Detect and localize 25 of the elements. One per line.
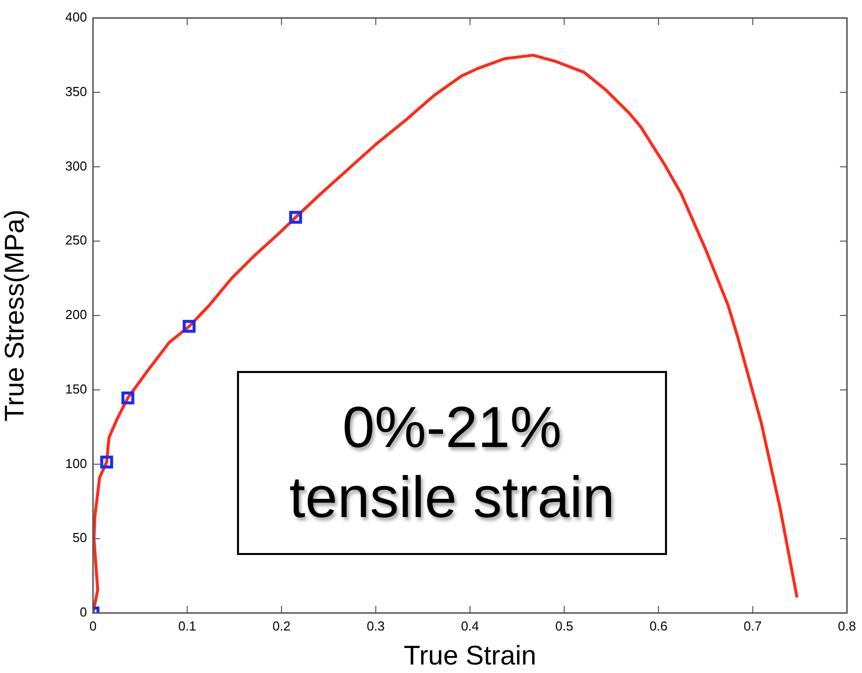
y-tick-label: 300 [65, 158, 87, 174]
x-tick-label: 0.5 [555, 618, 574, 634]
annotation: 0%-21% tensile strain [237, 371, 667, 555]
x-tick-label: 0.8 [838, 618, 856, 634]
point [121, 391, 134, 404]
point [100, 456, 114, 468]
y-tick-label: 200 [65, 307, 87, 322]
point [289, 210, 302, 224]
x-tick-label: 0.7 [744, 618, 762, 634]
x-tick-label: 0.3 [366, 618, 385, 634]
x-tick-label: 0 [89, 618, 97, 634]
y-tick-label: 100 [65, 456, 87, 471]
x-axis-title: True Strain [404, 640, 536, 670]
y-tick-label: 150 [65, 381, 87, 396]
y-tick-label: 0 [80, 604, 87, 620]
y-tick-label: 50 [72, 530, 87, 546]
y-tick-label: 400 [65, 10, 87, 25]
x-tick-label: 0.2 [272, 618, 291, 634]
y-axis-title: True Stress(MPa) [0, 209, 30, 422]
y-tick-label: 350 [65, 84, 87, 99]
x-tick-label: 0.1 [178, 618, 196, 634]
x-tick-label: 0.6 [649, 618, 668, 634]
y-tick-label: 250 [65, 232, 87, 248]
x-tick-label: 0.4 [460, 618, 480, 634]
point [182, 320, 196, 333]
